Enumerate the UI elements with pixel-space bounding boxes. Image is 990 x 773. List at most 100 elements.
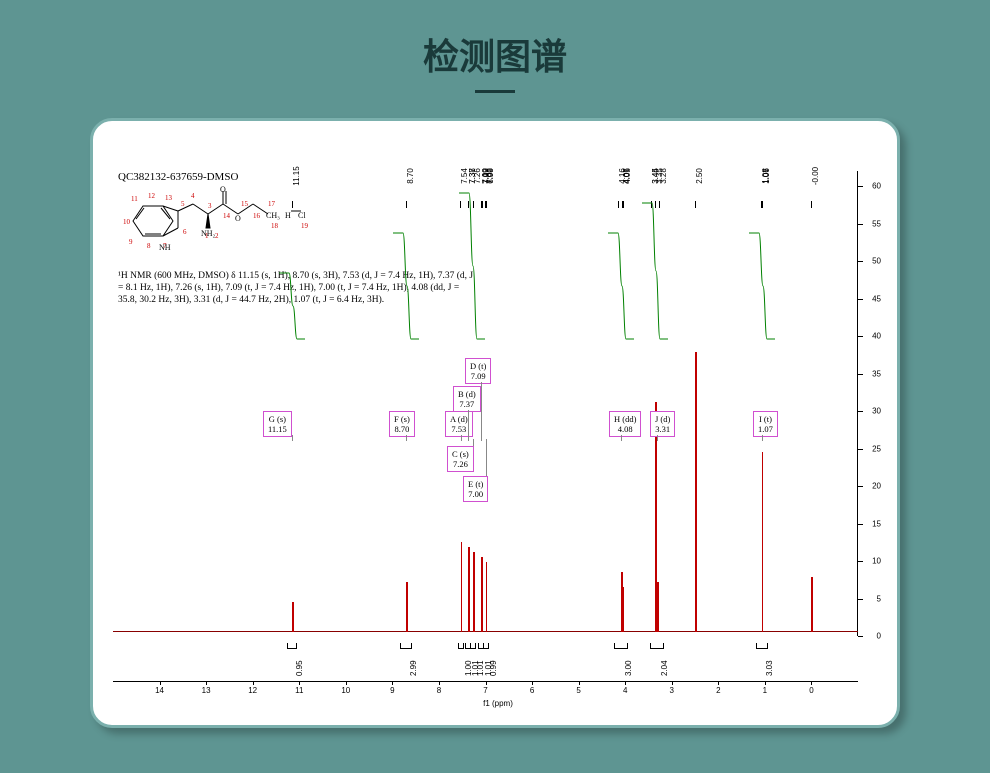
y2-tick [858,336,863,337]
peak-ppm-label: 8.70 [406,168,415,184]
peak-box-connector [468,410,469,441]
x-tick-label: 7 [483,686,487,695]
peak-assignment-box: G (s)11.15 [263,411,292,437]
peak-label-tick [618,201,619,208]
peak-assignment-box: D (t)7.09 [465,358,491,384]
peak-assignment-box: I (t)1.07 [753,411,778,437]
peak-assignment-box: C (s)7.26 [447,446,474,472]
integral-bracket [400,643,412,649]
integral-curve [640,201,670,341]
nmr-peak [481,557,483,632]
nmr-peak [468,547,470,632]
x-tick-label: 10 [341,686,350,695]
integral-bracket [756,643,768,649]
x-tick [532,681,533,685]
integral-bracket [483,643,489,649]
x-tick [299,681,300,685]
x-tick-label: 12 [248,686,257,695]
integral-value: 2.04 [660,660,669,676]
x-tick [253,681,254,685]
y2-tick-label: 10 [872,557,881,566]
page-title: 检测图谱 [0,0,990,80]
integral-value: 3.03 [765,660,774,676]
x-tick [718,681,719,685]
peak-box-connector [406,435,407,441]
x-tick-label: 2 [716,686,720,695]
y2-tick [858,299,863,300]
peak-ppm-label: 3.28 [659,168,668,184]
x-tick-label: 13 [202,686,211,695]
peak-ppm-label: 6.99 [486,168,495,184]
y2-tick [858,374,863,375]
y2-tick-label: 35 [872,369,881,378]
integral-bracket [650,643,664,649]
y2-tick-label: 40 [872,332,881,341]
peak-box-connector [762,435,763,441]
x-tick-label: 8 [437,686,441,695]
nmr-peak [406,582,408,632]
peak-box-connector [292,435,293,441]
y2-tick [858,486,863,487]
y2-tick-label: 15 [872,519,881,528]
x-axis-title: f1 (ppm) [483,699,513,708]
peak-ppm-label: 2.50 [695,168,704,184]
integral-curve [606,231,636,341]
y2-axis [857,171,858,636]
x-tick-label: 4 [623,686,627,695]
y2-tick [858,224,863,225]
integral-value: 3.00 [624,660,633,676]
x-tick [811,681,812,685]
y2-tick-label: 55 [872,219,881,228]
peak-assignment-box: H (dd)4.08 [609,411,641,437]
integral-value: 0.99 [489,660,498,676]
x-tick-label: 6 [530,686,534,695]
spectrum-card: QC382132-637659-DMSO [90,118,900,728]
nmr-peak [622,587,624,632]
peak-box-connector [473,439,474,446]
x-tick-label: 11 [295,686,303,695]
nmr-peak [695,352,697,632]
integral-curve [277,271,307,341]
peak-assignment-box: J (d)3.31 [650,411,675,437]
x-tick [160,681,161,685]
peak-label-tick [811,201,812,208]
peak-label-tick [292,201,293,208]
peak-assignment-box: E (t)7.00 [463,476,488,502]
integral-curve [391,231,421,341]
x-tick-label: 9 [390,686,394,695]
nmr-peak [292,602,294,632]
integral-curve [747,231,777,341]
integral-bracket [614,643,628,649]
y2-tick [858,599,863,600]
peak-label-tick [695,201,696,208]
x-tick [765,681,766,685]
peak-box-connector [461,435,462,441]
nmr-plot: 051015202530354045505560 012345678910111… [113,171,883,711]
y2-tick [858,261,863,262]
y2-tick-label: 45 [872,294,881,303]
x-tick [346,681,347,685]
x-tick [579,681,580,685]
y2-tick [858,636,863,637]
peak-label-tick [623,201,624,208]
peak-ppm-label: -0.00 [811,167,820,185]
peak-label-tick [762,201,763,208]
nmr-peak [473,552,475,632]
nmr-peak [762,452,764,632]
x-tick-label: 14 [155,686,164,695]
peak-ppm-label: 4.05 [623,168,632,184]
integral-bracket [470,643,476,649]
title-underline [475,90,515,93]
y2-tick-label: 25 [872,444,881,453]
y2-tick-label: 5 [877,594,881,603]
y2-tick [858,411,863,412]
x-tick [625,681,626,685]
nmr-peak [657,582,659,632]
integral-value: 2.99 [409,660,418,676]
x-tick [392,681,393,685]
integral-bracket [287,643,297,649]
nmr-peak [811,577,813,632]
peak-assignment-box: B (d)7.37 [453,386,481,412]
y2-tick [858,186,863,187]
peak-ppm-label: 11.15 [292,166,301,185]
